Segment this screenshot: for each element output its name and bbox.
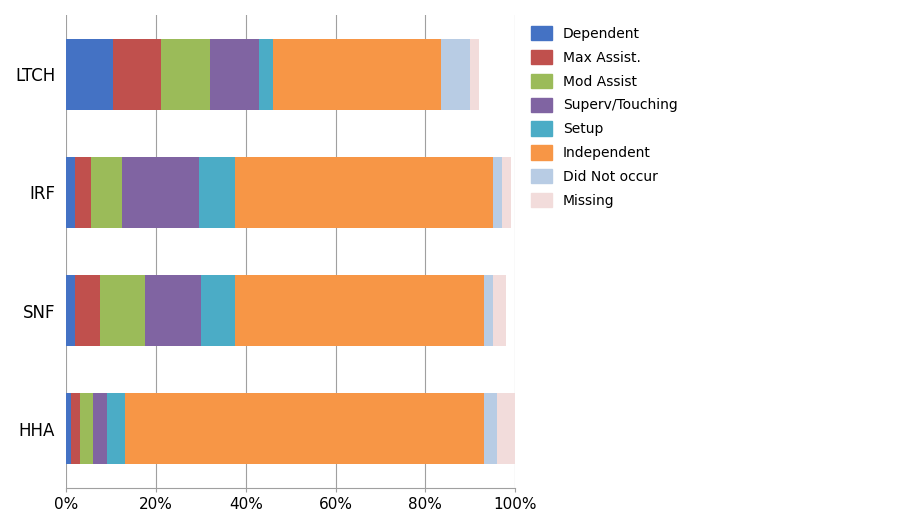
Bar — [235, 157, 492, 228]
Bar — [198, 157, 235, 228]
Bar — [67, 38, 114, 110]
Bar — [71, 393, 79, 464]
Bar — [235, 275, 483, 346]
Bar — [76, 275, 100, 346]
Bar — [210, 38, 259, 110]
Bar — [502, 157, 511, 228]
Bar — [76, 157, 91, 228]
Bar — [492, 157, 502, 228]
Bar — [67, 275, 76, 346]
Bar — [67, 157, 76, 228]
Bar — [161, 38, 210, 110]
Bar — [497, 393, 515, 464]
Legend: Dependent, Max Assist., Mod Assist, Superv/Touching, Setup, Independent, Did Not: Dependent, Max Assist., Mod Assist, Supe… — [527, 22, 682, 212]
Bar — [272, 38, 441, 110]
Bar — [93, 393, 106, 464]
Bar — [441, 38, 470, 110]
Bar — [201, 275, 235, 346]
Bar — [124, 393, 483, 464]
Bar — [79, 393, 93, 464]
Bar — [91, 157, 123, 228]
Bar — [114, 38, 161, 110]
Bar — [106, 393, 124, 464]
Bar — [483, 275, 492, 346]
Bar — [123, 157, 198, 228]
Bar — [67, 393, 71, 464]
Bar — [483, 393, 497, 464]
Bar — [470, 38, 479, 110]
Bar — [492, 275, 506, 346]
Bar — [100, 275, 145, 346]
Bar — [145, 275, 201, 346]
Bar — [259, 38, 272, 110]
